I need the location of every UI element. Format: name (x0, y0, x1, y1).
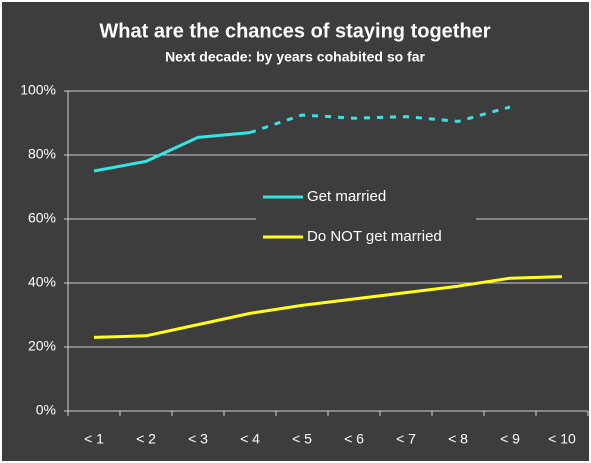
series-line (93, 131, 251, 173)
series-line (249, 105, 511, 135)
legend-label: Do NOT get married (307, 228, 442, 245)
x-tick-label: < 9 (500, 431, 520, 447)
y-tick-label: 80% (28, 146, 56, 162)
x-tick-label: < 5 (292, 431, 312, 447)
legend-box (256, 180, 476, 256)
y-tick-label: 100% (20, 82, 56, 98)
x-tick-label: < 7 (396, 431, 416, 447)
x-tick-label: < 2 (136, 431, 156, 447)
x-tick-label: < 6 (344, 431, 364, 447)
series-line (93, 275, 563, 339)
legend-label: Get married (307, 188, 386, 205)
x-tick-label: < 1 (84, 431, 104, 447)
y-tick-label: 0% (36, 402, 56, 418)
chart-subtitle: Next decade: by years cohabited so far (165, 49, 425, 65)
y-tick-label: 20% (28, 338, 56, 354)
chart-title: What are the chances of staying together (99, 20, 490, 42)
y-tick-label: 60% (28, 210, 56, 226)
x-tick-label: < 10 (548, 431, 576, 447)
x-tick-label: < 8 (448, 431, 468, 447)
y-tick-label: 40% (28, 274, 56, 290)
x-tick-label: < 3 (188, 431, 208, 447)
x-tick-label: < 4 (240, 431, 260, 447)
